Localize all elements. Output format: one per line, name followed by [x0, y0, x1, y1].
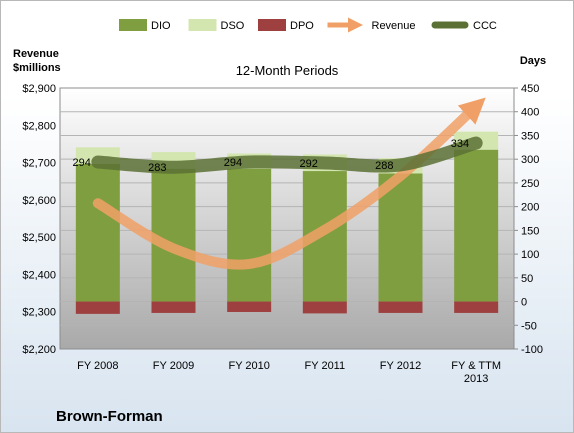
- legend-swatch-dio: [119, 19, 147, 31]
- revenue-tick-label: $2,200: [22, 344, 56, 356]
- days-tick-label: -50: [521, 320, 537, 332]
- legend-label-dpo: DPO: [290, 20, 314, 32]
- days-tick-label: 150: [521, 225, 539, 237]
- ccc-data-label: 283: [148, 162, 166, 174]
- category-label: FY 2008: [77, 360, 118, 372]
- days-tick-label: 400: [521, 107, 539, 119]
- right-axis-label: Days: [520, 55, 546, 67]
- legend-label-ccc: CCC: [473, 20, 497, 32]
- company-name: Brown-Forman: [56, 408, 163, 425]
- ccc-data-label: 334: [451, 138, 469, 150]
- days-tick-label: -100: [521, 344, 543, 356]
- category-label: FY 2010: [228, 360, 269, 372]
- days-tick-label: 300: [521, 154, 539, 166]
- bar-dpo: [302, 301, 347, 314]
- days-tick-label: 50: [521, 273, 533, 285]
- category-label: FY 2009: [153, 360, 194, 372]
- revenue-tick-label: $2,900: [22, 83, 56, 95]
- legend-swatch-dso: [188, 19, 217, 31]
- legend-label-dio: DIO: [151, 20, 171, 32]
- days-tick-label: 0: [521, 297, 527, 309]
- ccc-data-label: 292: [299, 158, 317, 170]
- revenue-tick-label: $2,300: [22, 307, 56, 319]
- category-label: FY 2011: [305, 360, 346, 372]
- bar-dio: [75, 163, 120, 302]
- bar-dpo: [378, 301, 423, 313]
- chart-title: 12-Month Periods: [236, 63, 339, 78]
- category-label: FY & TTM: [451, 360, 501, 372]
- days-tick-label: 250: [521, 178, 539, 190]
- ccc-data-label: 288: [375, 160, 393, 172]
- bar-dpo: [454, 301, 499, 313]
- bar-dpo: [75, 301, 120, 314]
- legend-swatch-dpo: [258, 19, 286, 31]
- ccc-line: [91, 136, 483, 174]
- days-tick-label: 200: [521, 202, 539, 214]
- legend-label-revenue: Revenue: [372, 20, 416, 32]
- plot-area: [59, 87, 515, 350]
- revenue-tick-label: $2,800: [22, 120, 56, 132]
- bar-dio: [454, 149, 499, 302]
- days-tick-label: 100: [521, 249, 539, 261]
- bar-dio: [227, 168, 272, 302]
- bar-dpo: [227, 301, 272, 312]
- category-label: 2013: [464, 373, 488, 385]
- legend-label-dso: DSO: [221, 20, 245, 32]
- left-axis-label: Revenue: [13, 48, 59, 60]
- days-tick-label: 450: [521, 83, 539, 95]
- revenue-tick-label: $2,400: [22, 269, 56, 281]
- bar-dio: [378, 173, 423, 302]
- left-axis-label: $millions: [13, 62, 61, 74]
- days-tick-label: 350: [521, 130, 539, 142]
- revenue-tick-label: $2,600: [22, 195, 56, 207]
- bar-dio: [151, 168, 196, 302]
- revenue-tick-label: $2,500: [22, 232, 56, 244]
- category-label: FY 2012: [380, 360, 421, 372]
- bar-dpo: [151, 301, 196, 313]
- ccc-data-label: 294: [72, 157, 90, 169]
- revenue-tick-label: $2,700: [22, 158, 56, 170]
- ccc-data-label: 294: [224, 157, 242, 169]
